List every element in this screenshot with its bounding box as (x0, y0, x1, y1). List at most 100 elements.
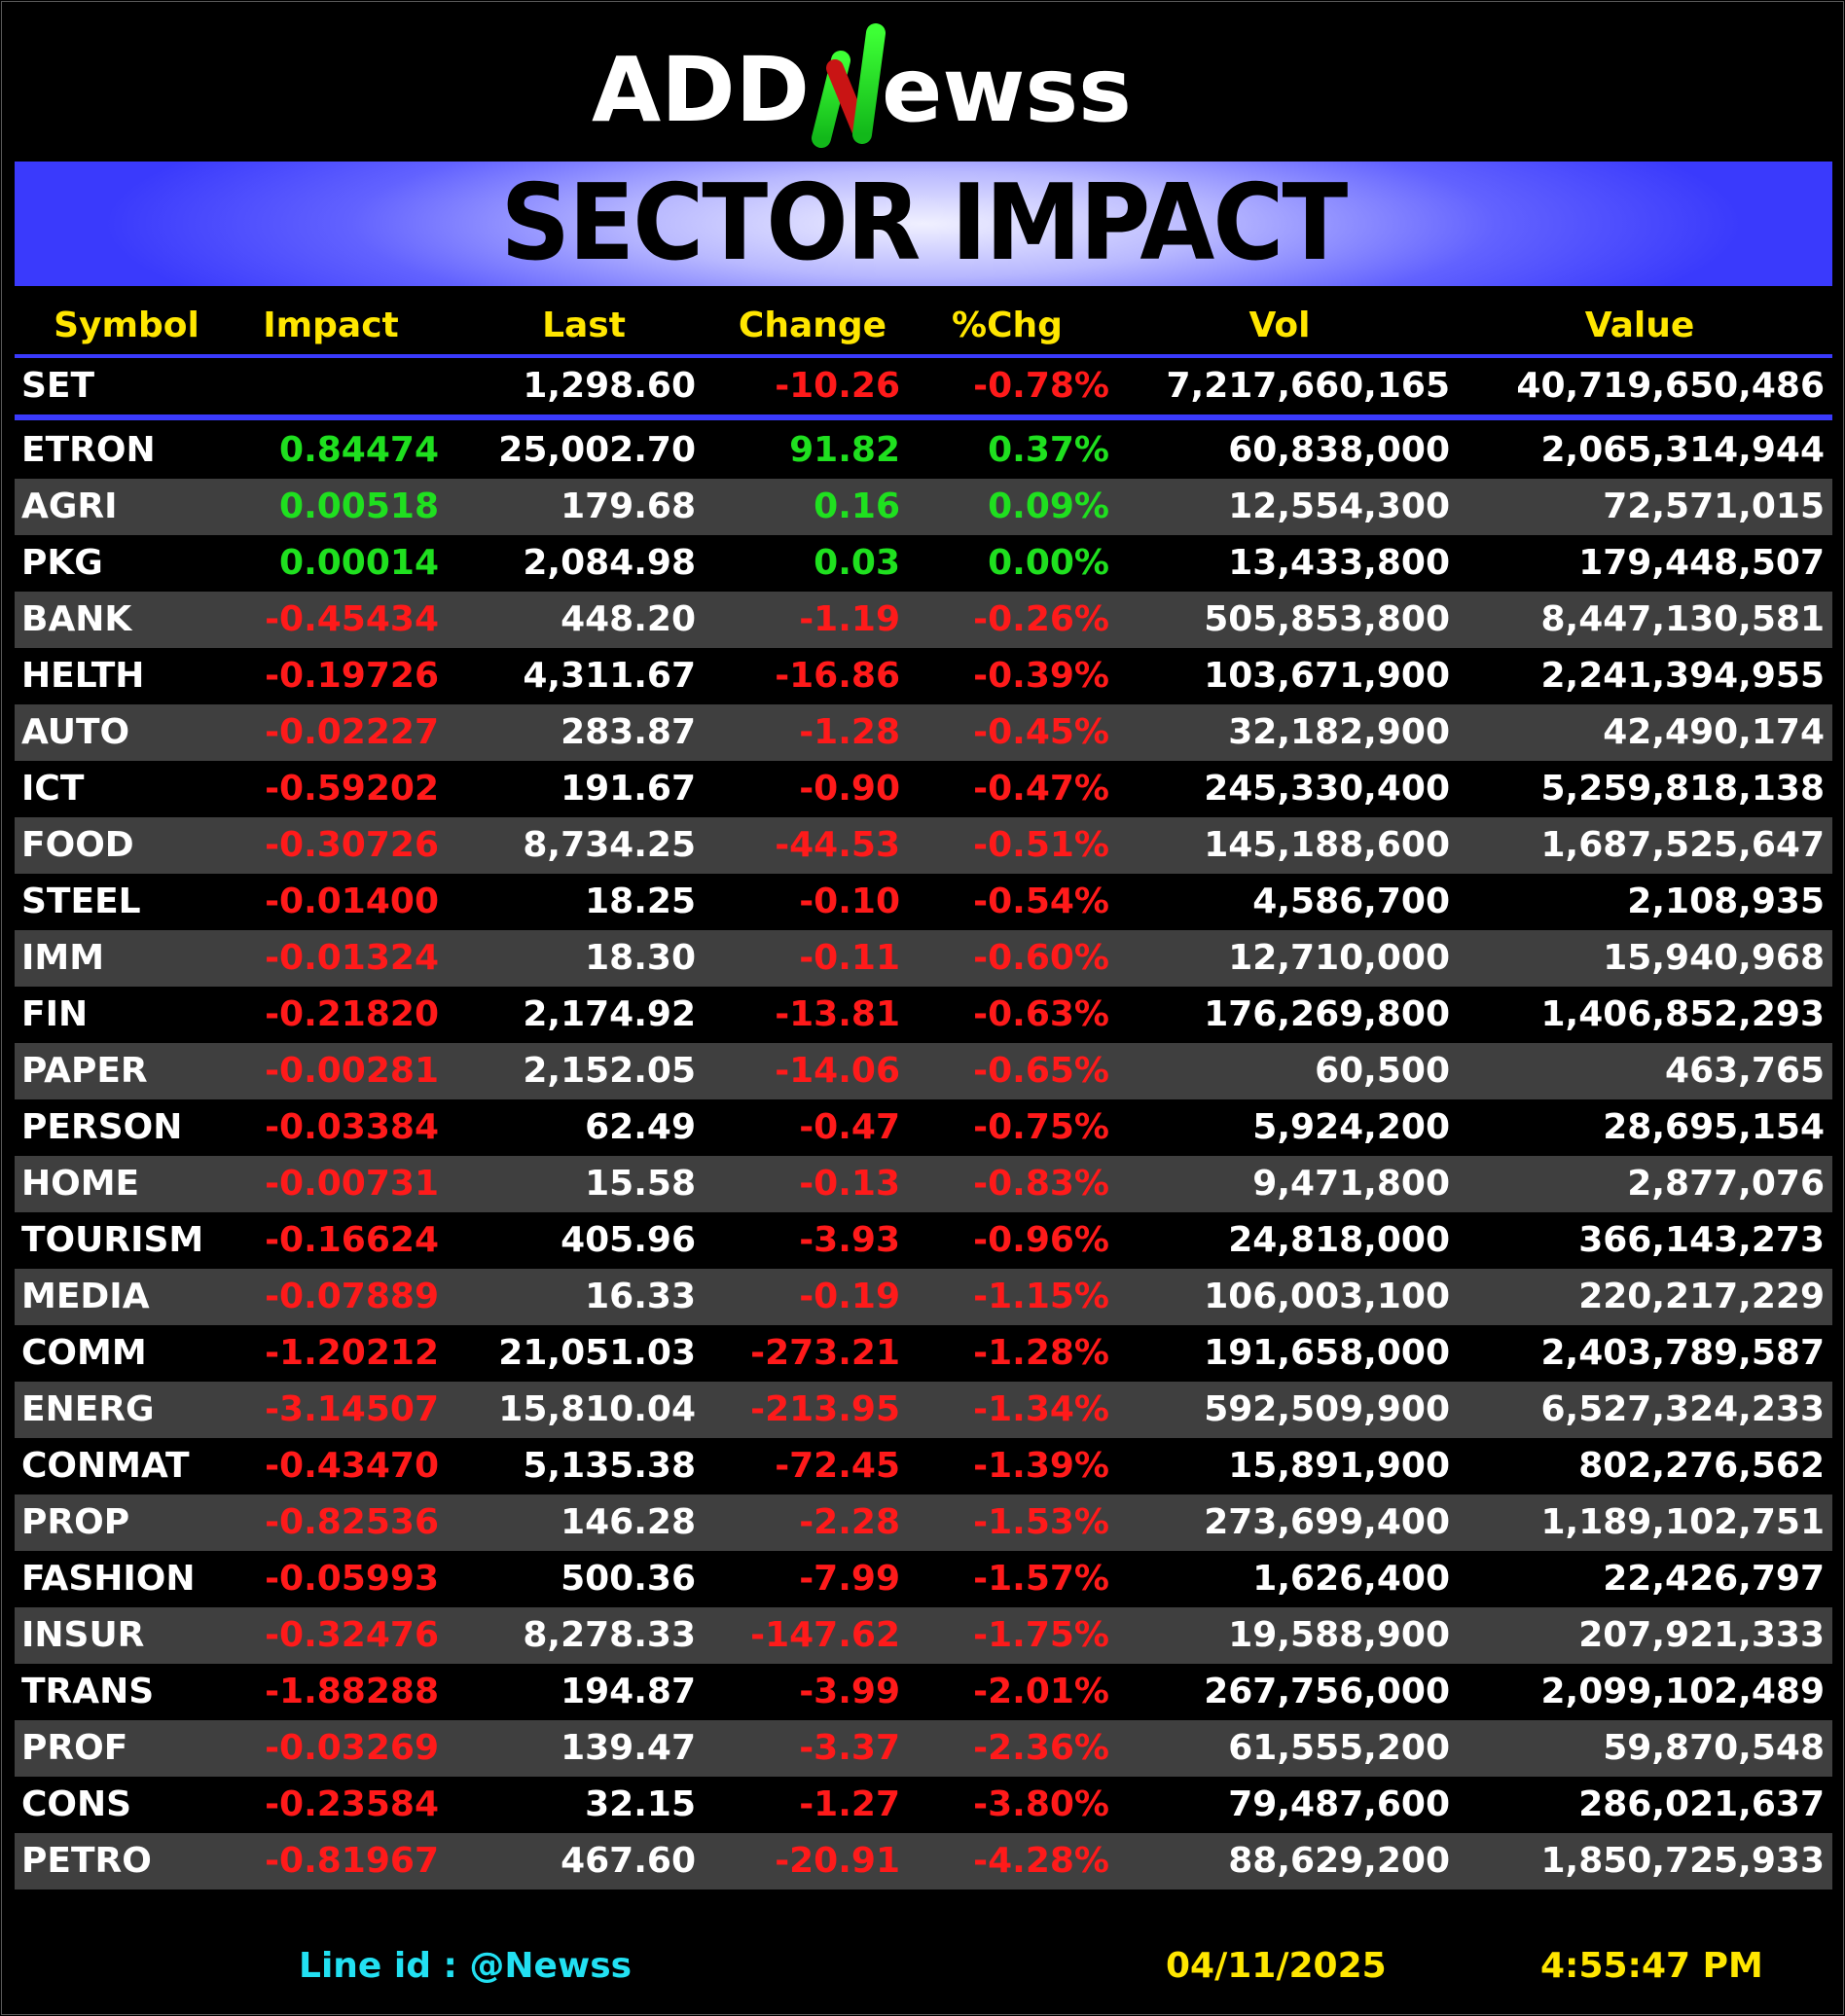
sector-pct-change: 0.00% (988, 543, 1109, 583)
sector-vol: 4,586,700 (1252, 882, 1450, 921)
sector-change: -147.62 (750, 1615, 900, 1655)
sector-pct-change: -0.65% (973, 1051, 1109, 1091)
sector-value: 207,921,333 (1578, 1615, 1825, 1655)
sector-pct-change: -0.83% (973, 1164, 1109, 1204)
sector-last: 16.33 (585, 1277, 696, 1316)
sector-pct-change: -2.01% (973, 1672, 1109, 1711)
table-row: BANK -0.45434 448.20 -1.19 -0.26% 505,853,800… (15, 592, 1832, 648)
sector-impact: -0.00281 (265, 1051, 439, 1091)
page-title: SECTOR IMPACT (500, 162, 1349, 284)
table-row: FOOD -0.30726 8,734.25 -44.53 -0.51% 145,188,… (15, 817, 1832, 874)
sector-last: 2,174.92 (523, 994, 696, 1034)
table-header: Symbol Impact Last Change %Chg Vol Value (15, 298, 1832, 354)
sector-change: -0.47 (799, 1107, 900, 1147)
sector-last: 15,810.04 (498, 1389, 696, 1429)
sector-last: 32.15 (585, 1784, 696, 1824)
sector-impact: -0.01400 (265, 882, 439, 921)
sector-vol: 12,554,300 (1228, 486, 1450, 526)
logo-mark: ADD ewss (592, 23, 1132, 148)
sector-symbol: ETRON (21, 430, 156, 470)
brand-logo: ADD ewss (0, 19, 1845, 156)
sector-last: 8,278.33 (523, 1615, 696, 1655)
sector-vol: 145,188,600 (1204, 825, 1450, 865)
sector-symbol: PERSON (21, 1107, 183, 1147)
footer-date: 04/11/2025 (1166, 1946, 1387, 1986)
sector-last: 467.60 (561, 1841, 696, 1881)
sector-change: 91.82 (789, 430, 900, 470)
sector-last: 179.68 (561, 486, 696, 526)
sector-pct-change: -3.80% (973, 1784, 1109, 1824)
table-row: STEEL -0.01400 18.25 -0.10 -0.54% 4,586,700 2,… (15, 874, 1832, 930)
header-divider (15, 354, 1832, 358)
sector-change: -14.06 (775, 1051, 900, 1091)
sector-impact: -3.14507 (265, 1389, 439, 1429)
sector-last: 25,002.70 (498, 430, 696, 470)
sector-change: -3.93 (799, 1220, 900, 1260)
sector-symbol: COMM (21, 1333, 147, 1373)
table-row: PERSON -0.03384 62.49 -0.47 -0.75% 5,924,200 2… (15, 1099, 1832, 1156)
sector-value: 2,108,935 (1627, 882, 1825, 921)
sector-vol: 79,487,600 (1228, 1784, 1450, 1824)
table-row: CONMAT -0.43470 5,135.38 -72.45 -1.39% 15,891… (15, 1438, 1832, 1494)
sector-impact: -1.20212 (265, 1333, 439, 1373)
sector-change: -0.90 (799, 769, 900, 809)
sector-pct-change: 0.09% (988, 486, 1109, 526)
sector-pct-change: -0.39% (973, 656, 1109, 696)
sector-vol: 13,433,800 (1228, 543, 1450, 583)
sector-last: 146.28 (561, 1502, 696, 1542)
table-row: HELTH -0.19726 4,311.67 -16.86 -0.39% 103,671… (15, 648, 1832, 704)
table-row: IMM -0.01324 18.30 -0.11 -0.60% 12,710,000 15,… (15, 930, 1832, 987)
sector-impact: 0.00518 (279, 486, 439, 526)
sector-change: -16.86 (775, 656, 900, 696)
sector-impact: -0.59202 (265, 769, 439, 809)
table-row: COMM -1.20212 21,051.03 -273.21 -1.28% 191,65… (15, 1325, 1832, 1382)
sector-vol: 103,671,900 (1204, 656, 1450, 696)
sector-change: -213.95 (750, 1389, 900, 1429)
sector-pct-change: -4.28% (973, 1841, 1109, 1881)
sector-impact: -0.82536 (265, 1502, 439, 1542)
index-symbol: SET (21, 366, 95, 406)
header-vol: Vol (1248, 306, 1311, 345)
sector-value: 59,870,548 (1603, 1728, 1825, 1768)
sector-symbol: BANK (21, 599, 132, 639)
sector-vol: 106,003,100 (1204, 1277, 1450, 1316)
sector-value: 72,571,015 (1603, 486, 1825, 526)
footer-time: 4:55:47 PM (1540, 1946, 1763, 1986)
sector-value: 2,403,789,587 (1540, 1333, 1825, 1373)
sector-last: 448.20 (561, 599, 696, 639)
sector-value: 2,877,076 (1627, 1164, 1825, 1204)
sector-pct-change: -0.45% (973, 712, 1109, 752)
sector-value: 1,189,102,751 (1540, 1502, 1825, 1542)
sector-symbol: ENERG (21, 1389, 155, 1429)
sector-pct-change: -1.75% (973, 1615, 1109, 1655)
table-row: FIN -0.21820 2,174.92 -13.81 -0.63% 176,269,8… (15, 987, 1832, 1043)
sector-change: -0.11 (799, 938, 900, 978)
sector-vol: 273,699,400 (1204, 1502, 1450, 1542)
sector-vol: 191,658,000 (1204, 1333, 1450, 1373)
sector-impact: -0.43470 (265, 1446, 439, 1486)
sector-change: -1.28 (799, 712, 900, 752)
sector-vol: 1,626,400 (1252, 1559, 1450, 1599)
sector-change: -44.53 (775, 825, 900, 865)
sector-impact: -0.45434 (265, 599, 439, 639)
table-row: MEDIA -0.07889 16.33 -0.19 -1.15% 106,003,100… (15, 1269, 1832, 1325)
sector-symbol: HOME (21, 1164, 140, 1204)
sector-vol: 267,756,000 (1204, 1672, 1450, 1711)
table-row: PAPER -0.00281 2,152.05 -14.06 -0.65% 60,500 4… (15, 1043, 1832, 1099)
sector-vol: 245,330,400 (1204, 769, 1450, 809)
sector-last: 2,152.05 (523, 1051, 696, 1091)
sector-value: 2,241,394,955 (1540, 656, 1825, 696)
sector-impact: -0.01324 (265, 938, 439, 978)
sector-vol: 61,555,200 (1228, 1728, 1450, 1768)
index-change: -10.26 (775, 366, 900, 406)
sector-vol: 505,853,800 (1204, 599, 1450, 639)
sector-symbol: PKG (21, 543, 103, 583)
sector-impact: -0.19726 (265, 656, 439, 696)
table-row: FASHION -0.05993 500.36 -7.99 -1.57% 1,626,40… (15, 1551, 1832, 1607)
sector-impact: 0.00014 (279, 543, 439, 583)
sector-value: 1,850,725,933 (1540, 1841, 1825, 1881)
sector-symbol: MEDIA (21, 1277, 150, 1316)
sector-value: 28,695,154 (1603, 1107, 1825, 1147)
table-row: PROF -0.03269 139.47 -3.37 -2.36% 61,555,200 5… (15, 1720, 1832, 1777)
logo-text-ewss: ewss (882, 38, 1132, 142)
